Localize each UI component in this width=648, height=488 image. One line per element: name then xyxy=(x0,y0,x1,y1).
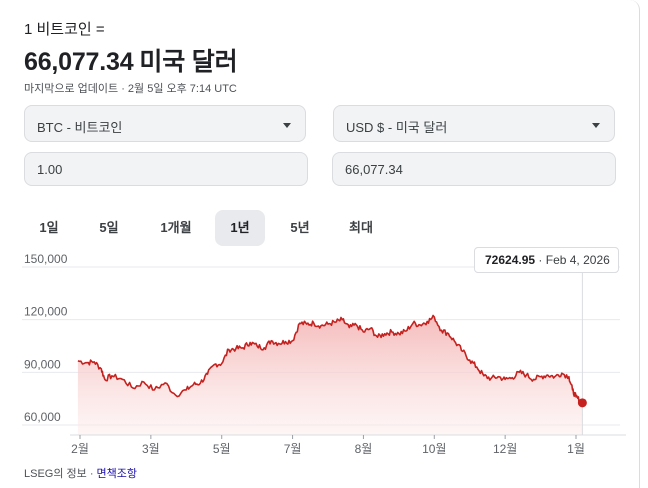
from-amount-input[interactable] xyxy=(24,152,308,186)
tab-max[interactable]: 최대 xyxy=(349,220,373,235)
tab-1m[interactable]: 1개월 xyxy=(160,220,192,235)
tab-1d[interactable]: 1일 xyxy=(39,220,59,235)
chevron-down-icon xyxy=(283,123,291,128)
hover-tooltip: 72624.95 · Feb 4, 2026 xyxy=(474,247,619,273)
tab-1y[interactable]: 1년 xyxy=(215,210,265,246)
converted-unit: 미국 달러 xyxy=(139,48,238,76)
source-amount-line: 1 비트코인 = xyxy=(24,21,105,38)
x-tick-label: 1월 xyxy=(567,442,585,456)
x-tick-label: 12월 xyxy=(493,442,517,456)
disclaimer-link[interactable]: 면책조항 xyxy=(96,468,138,480)
converted-number: 66,077.34 xyxy=(24,48,134,76)
last-updated-text: 마지막으로 업데이트 · 2월 5일 오후 7:14 UTC xyxy=(24,83,237,95)
from-currency-label: BTC - 비트코인 xyxy=(37,120,123,135)
y-tick-label: 120,000 xyxy=(24,305,68,319)
x-tick-label: 5월 xyxy=(213,442,231,456)
x-tick-label: 3월 xyxy=(142,442,160,456)
converted-value: 66,077.34 미국 달러 xyxy=(24,42,238,78)
price-area-fill xyxy=(77,315,583,435)
to-currency-label: USD $ - 미국 달러 xyxy=(346,120,448,135)
x-tick-label: 8월 xyxy=(355,442,373,456)
x-tick-label: 2월 xyxy=(71,442,89,456)
x-tick-label: 10월 xyxy=(422,442,446,456)
to-amount-input[interactable] xyxy=(332,152,616,186)
data-source-text: LSEG의 정보 · xyxy=(24,468,97,480)
from-currency-select[interactable]: BTC - 비트코인 xyxy=(24,105,306,142)
y-tick-label: 60,000 xyxy=(24,410,61,424)
tab-5d[interactable]: 5일 xyxy=(99,220,119,235)
current-point-marker xyxy=(577,398,587,408)
data-source-footer: LSEG의 정보 · 면책조항 xyxy=(24,465,137,481)
x-tick-label: 7월 xyxy=(284,442,302,456)
tab-5y[interactable]: 5년 xyxy=(290,220,310,235)
tooltip-date: · Feb 4, 2026 xyxy=(538,253,610,267)
chevron-down-icon xyxy=(592,123,600,128)
y-tick-label: 90,000 xyxy=(24,357,61,371)
price-chart[interactable]: 150,000 120,000 90,000 60,000 2월 3월 5월 7월 8월 10월 1… xyxy=(0,246,640,461)
tooltip-value: 72624.95 xyxy=(485,253,536,267)
y-tick-label: 150,000 xyxy=(24,252,68,266)
price-line xyxy=(77,314,583,405)
to-currency-select[interactable]: USD $ - 미국 달러 xyxy=(333,105,615,142)
